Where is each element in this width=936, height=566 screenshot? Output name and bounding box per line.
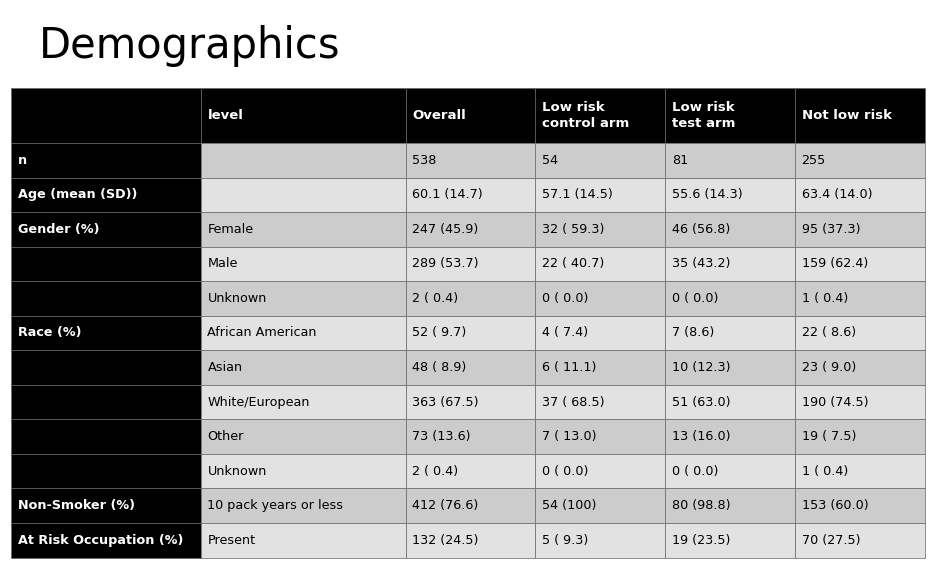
Text: Present: Present bbox=[208, 534, 256, 547]
Text: 153 (60.0): 153 (60.0) bbox=[801, 499, 869, 512]
Text: African American: African American bbox=[208, 327, 317, 340]
Text: 5 ( 9.3): 5 ( 9.3) bbox=[542, 534, 588, 547]
Text: 0 ( 0.0): 0 ( 0.0) bbox=[672, 465, 718, 478]
Text: 19 (23.5): 19 (23.5) bbox=[672, 534, 730, 547]
Text: 57.1 (14.5): 57.1 (14.5) bbox=[542, 188, 613, 201]
Text: 70 (27.5): 70 (27.5) bbox=[801, 534, 860, 547]
Text: At Risk Occupation (%): At Risk Occupation (%) bbox=[18, 534, 183, 547]
Text: Low risk
test arm: Low risk test arm bbox=[672, 101, 735, 130]
Text: 1 ( 0.4): 1 ( 0.4) bbox=[801, 465, 848, 478]
Text: 412 (76.6): 412 (76.6) bbox=[412, 499, 478, 512]
Text: 48 ( 8.9): 48 ( 8.9) bbox=[412, 361, 466, 374]
Text: Gender (%): Gender (%) bbox=[18, 223, 99, 236]
Text: 95 (37.3): 95 (37.3) bbox=[801, 223, 860, 236]
Text: 255: 255 bbox=[801, 154, 826, 167]
Text: 10 (12.3): 10 (12.3) bbox=[672, 361, 730, 374]
Text: 1 ( 0.4): 1 ( 0.4) bbox=[801, 292, 848, 305]
Text: 55.6 (14.3): 55.6 (14.3) bbox=[672, 188, 742, 201]
Text: Demographics: Demographics bbox=[39, 25, 341, 67]
Text: 0 ( 0.0): 0 ( 0.0) bbox=[542, 465, 589, 478]
Text: 10 pack years or less: 10 pack years or less bbox=[208, 499, 344, 512]
Text: 23 ( 9.0): 23 ( 9.0) bbox=[801, 361, 856, 374]
Text: 54: 54 bbox=[542, 154, 558, 167]
Text: 37 ( 68.5): 37 ( 68.5) bbox=[542, 396, 605, 409]
Text: Race (%): Race (%) bbox=[18, 327, 81, 340]
Text: 4 ( 7.4): 4 ( 7.4) bbox=[542, 327, 588, 340]
Text: n: n bbox=[18, 154, 27, 167]
Text: 363 (67.5): 363 (67.5) bbox=[412, 396, 478, 409]
Text: 2 ( 0.4): 2 ( 0.4) bbox=[412, 292, 459, 305]
Text: Male: Male bbox=[208, 258, 238, 271]
Text: 51 (63.0): 51 (63.0) bbox=[672, 396, 730, 409]
Text: 63.4 (14.0): 63.4 (14.0) bbox=[801, 188, 872, 201]
Text: Unknown: Unknown bbox=[208, 292, 267, 305]
Text: 80 (98.8): 80 (98.8) bbox=[672, 499, 730, 512]
Text: 0 ( 0.0): 0 ( 0.0) bbox=[542, 292, 589, 305]
Text: 7 ( 13.0): 7 ( 13.0) bbox=[542, 430, 596, 443]
Text: Other: Other bbox=[208, 430, 244, 443]
Text: 60.1 (14.7): 60.1 (14.7) bbox=[412, 188, 483, 201]
Text: 0 ( 0.0): 0 ( 0.0) bbox=[672, 292, 718, 305]
Text: Unknown: Unknown bbox=[208, 465, 267, 478]
Text: 247 (45.9): 247 (45.9) bbox=[412, 223, 478, 236]
Text: 52 ( 9.7): 52 ( 9.7) bbox=[412, 327, 466, 340]
Text: 13 (16.0): 13 (16.0) bbox=[672, 430, 730, 443]
Text: 81: 81 bbox=[672, 154, 688, 167]
Text: 2 ( 0.4): 2 ( 0.4) bbox=[412, 465, 459, 478]
Text: 159 (62.4): 159 (62.4) bbox=[801, 258, 868, 271]
Text: 19 ( 7.5): 19 ( 7.5) bbox=[801, 430, 856, 443]
Text: 32 ( 59.3): 32 ( 59.3) bbox=[542, 223, 605, 236]
Text: 289 (53.7): 289 (53.7) bbox=[412, 258, 478, 271]
Text: 6 ( 11.1): 6 ( 11.1) bbox=[542, 361, 596, 374]
Text: 190 (74.5): 190 (74.5) bbox=[801, 396, 868, 409]
Text: Female: Female bbox=[208, 223, 254, 236]
Text: 46 (56.8): 46 (56.8) bbox=[672, 223, 730, 236]
Text: Overall: Overall bbox=[412, 109, 466, 122]
Text: 35 (43.2): 35 (43.2) bbox=[672, 258, 730, 271]
Text: Low risk
control arm: Low risk control arm bbox=[542, 101, 629, 130]
Text: White/European: White/European bbox=[208, 396, 310, 409]
Text: Non-Smoker (%): Non-Smoker (%) bbox=[18, 499, 135, 512]
Text: 7 (8.6): 7 (8.6) bbox=[672, 327, 714, 340]
Text: Not low risk: Not low risk bbox=[801, 109, 891, 122]
Text: 22 ( 40.7): 22 ( 40.7) bbox=[542, 258, 605, 271]
Text: Age (mean (SD)): Age (mean (SD)) bbox=[18, 188, 138, 201]
Text: 132 (24.5): 132 (24.5) bbox=[412, 534, 478, 547]
Text: level: level bbox=[208, 109, 243, 122]
Text: 73 (13.6): 73 (13.6) bbox=[412, 430, 471, 443]
Text: Asian: Asian bbox=[208, 361, 242, 374]
Text: 54 (100): 54 (100) bbox=[542, 499, 596, 512]
Text: 538: 538 bbox=[412, 154, 436, 167]
Text: 22 ( 8.6): 22 ( 8.6) bbox=[801, 327, 856, 340]
